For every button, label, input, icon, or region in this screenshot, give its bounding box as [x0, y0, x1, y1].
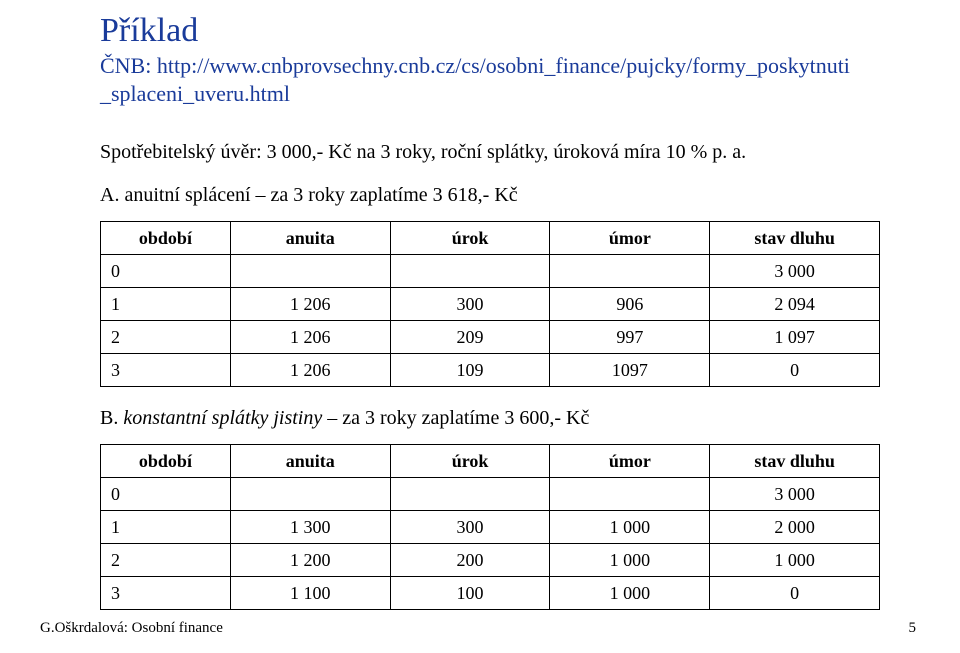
cell: 1 000 [550, 511, 710, 544]
cell [550, 478, 710, 511]
th-period: období [101, 222, 231, 255]
cell: 300 [390, 288, 550, 321]
table-row: 2 1 200 200 1 000 1 000 [101, 544, 880, 577]
cell: 0 [101, 478, 231, 511]
cell: 2 094 [710, 288, 880, 321]
table-row: 0 3 000 [101, 255, 880, 288]
table-row: 1 1 300 300 1 000 2 000 [101, 511, 880, 544]
cell: 1 200 [230, 544, 390, 577]
section-b-heading: B. konstantní splátky jistiny – za 3 rok… [100, 407, 920, 430]
table-row: 2 1 206 209 997 1 097 [101, 321, 880, 354]
cell [550, 255, 710, 288]
cell: 109 [390, 354, 550, 387]
table-header-row: období anuita úrok úmor stav dluhu [101, 445, 880, 478]
cell [390, 478, 550, 511]
cell: 3 [101, 577, 231, 610]
table-a: období anuita úrok úmor stav dluhu 0 3 0… [100, 221, 880, 387]
cell: 2 [101, 544, 231, 577]
table-row: 0 3 000 [101, 478, 880, 511]
page-number: 5 [909, 620, 917, 637]
source-url-line2: _splaceni_uveru.html [100, 80, 920, 108]
cell: 1 000 [710, 544, 880, 577]
cell: 200 [390, 544, 550, 577]
cell: 300 [390, 511, 550, 544]
cell: 1 206 [230, 321, 390, 354]
cell: 1 206 [230, 354, 390, 387]
th-annuity: anuita [230, 222, 390, 255]
th-balance: stav dluhu [710, 445, 880, 478]
table-header-row: období anuita úrok úmor stav dluhu [101, 222, 880, 255]
cell [390, 255, 550, 288]
cell: 997 [550, 321, 710, 354]
cell: 2 000 [710, 511, 880, 544]
cell: 209 [390, 321, 550, 354]
table-row: 3 1 206 109 1097 0 [101, 354, 880, 387]
cell: 1 000 [550, 544, 710, 577]
footer-text: G.Oškrdalová: Osobní finance [40, 620, 223, 637]
table-row: 1 1 206 300 906 2 094 [101, 288, 880, 321]
th-annuity: anuita [230, 445, 390, 478]
cell: 0 [710, 577, 880, 610]
section-b-italic: konstantní splátky jistiny [123, 407, 322, 429]
th-balance: stav dluhu [710, 222, 880, 255]
section-b-prefix: B. [100, 407, 118, 429]
page-title: Příklad [100, 12, 920, 50]
cell: 3 000 [710, 478, 880, 511]
cell: 1 097 [710, 321, 880, 354]
cell [230, 255, 390, 288]
cell: 1 [101, 288, 231, 321]
cell: 1 300 [230, 511, 390, 544]
cell: 0 [101, 255, 231, 288]
source-url-line1: ČNB: http://www.cnbprovsechny.cnb.cz/cs/… [100, 52, 920, 80]
page-root: Příklad ČNB: http://www.cnbprovsechny.cn… [0, 0, 960, 653]
cell: 3 000 [710, 255, 880, 288]
cell: 1 206 [230, 288, 390, 321]
th-principal: úmor [550, 445, 710, 478]
table-row: 3 1 100 100 1 000 0 [101, 577, 880, 610]
cell [230, 478, 390, 511]
section-a-heading: A. anuitní splácení – za 3 roky zaplatím… [100, 184, 920, 207]
th-interest: úrok [390, 445, 550, 478]
th-period: období [101, 445, 231, 478]
cell: 1 [101, 511, 231, 544]
cell: 1 100 [230, 577, 390, 610]
table-b: období anuita úrok úmor stav dluhu 0 3 0… [100, 444, 880, 610]
cell: 1097 [550, 354, 710, 387]
cell: 3 [101, 354, 231, 387]
cell: 1 000 [550, 577, 710, 610]
th-principal: úmor [550, 222, 710, 255]
section-b-suffix: – za 3 roky zaplatíme 3 600,- Kč [322, 407, 589, 429]
cell: 100 [390, 577, 550, 610]
cell: 0 [710, 354, 880, 387]
cell: 906 [550, 288, 710, 321]
th-interest: úrok [390, 222, 550, 255]
intro-text: Spotřebitelský úvěr: 3 000,- Kč na 3 rok… [100, 141, 920, 164]
cell: 2 [101, 321, 231, 354]
